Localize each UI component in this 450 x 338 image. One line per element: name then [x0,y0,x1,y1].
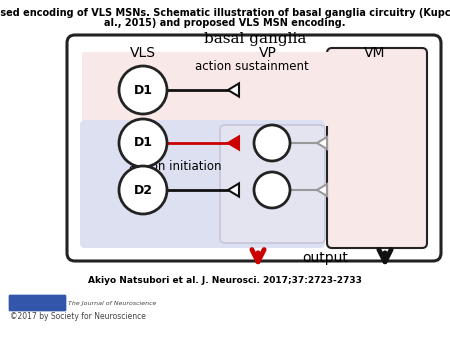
Text: output: output [302,251,348,265]
FancyBboxPatch shape [9,295,66,311]
Circle shape [254,125,290,161]
Circle shape [254,172,290,208]
Text: D2: D2 [134,184,153,196]
FancyBboxPatch shape [82,52,423,126]
Circle shape [119,66,167,114]
Text: D1: D1 [134,137,153,149]
Text: VP: VP [259,46,277,60]
FancyBboxPatch shape [220,125,325,243]
Text: action initiation: action initiation [129,160,221,173]
Polygon shape [317,137,327,149]
Polygon shape [228,184,239,197]
FancyBboxPatch shape [67,35,441,261]
Text: VLS: VLS [130,46,156,60]
Circle shape [119,119,167,167]
Circle shape [119,166,167,214]
Text: action sustainment: action sustainment [195,60,309,73]
Text: basal ganglia: basal ganglia [204,32,306,46]
Text: The Journal of Neuroscience: The Journal of Neuroscience [68,300,157,306]
Polygon shape [228,137,239,150]
Polygon shape [317,184,327,196]
Text: ©2017 by Society for Neuroscience: ©2017 by Society for Neuroscience [10,312,146,321]
Text: Akiyo Natsubori et al. J. Neurosci. 2017;37:2723-2733: Akiyo Natsubori et al. J. Neurosci. 2017… [88,276,362,285]
Text: Proposed encoding of VLS MSNs. Schematic illustration of basal ganglia circuitry: Proposed encoding of VLS MSNs. Schematic… [0,8,450,18]
FancyBboxPatch shape [80,120,325,248]
Text: D1: D1 [134,83,153,97]
FancyBboxPatch shape [327,48,427,248]
Text: VM: VM [364,46,386,60]
Text: al., 2015) and proposed VLS MSN encoding.: al., 2015) and proposed VLS MSN encoding… [104,18,346,28]
Polygon shape [228,83,239,97]
